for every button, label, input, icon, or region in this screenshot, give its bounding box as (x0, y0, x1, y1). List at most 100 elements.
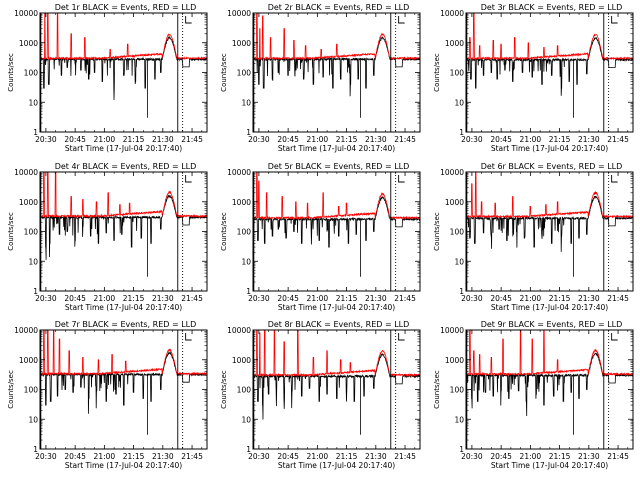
det-panel-1: 1 10 100 1000 10000 20:30 20:45 21:00 21:15 21:30… (7, 3, 208, 153)
x-tick-label: 21:45 (181, 135, 203, 144)
y-tick-label: 100 (24, 228, 39, 237)
y-tick-label: 10 (454, 98, 464, 107)
x-tick-label: 20:45 (277, 135, 299, 144)
y-tick-label: 10000 (14, 168, 38, 177)
det-panel-8: 1 10 100 1000 10000 20:30 20:45 21:00 21:15 21:30… (220, 320, 421, 470)
x-tick-label: 21:30 (152, 452, 174, 461)
y-tick-label: 100 (450, 228, 465, 237)
x-tick-label: 21:45 (181, 452, 203, 461)
y-axis-label: Counts/sec (220, 53, 228, 92)
det-panel-2: 1 10 100 1000 10000 20:30 20:45 21:00 21:15 21:30… (220, 3, 421, 153)
x-axis-label: Start Time (17-Jul-04 20:17:40) (491, 144, 608, 153)
plot-area (40, 330, 207, 449)
lld-line (466, 172, 633, 219)
x-tick-label: 21:00 (94, 294, 116, 303)
x-tick-label: 20:30 (248, 452, 270, 461)
y-tick-label: 10 (241, 415, 251, 424)
x-tick-label: 20:45 (490, 135, 512, 144)
lld-line (253, 330, 420, 378)
plot-frame (465, 329, 634, 450)
x-tick-label: 21:45 (394, 452, 416, 461)
x-tick-label: 20:45 (64, 135, 86, 144)
plot-area (253, 330, 420, 449)
lld-line (466, 330, 633, 377)
x-tick-label: 21:45 (394, 294, 416, 303)
lld-line (466, 13, 633, 61)
x-tick-label: 21:15 (549, 294, 571, 303)
y-axis-label: Counts/sec (433, 53, 441, 92)
x-axis-label: Start Time (17-Jul-04 20:17:40) (65, 144, 182, 153)
x-tick-label: 21:30 (152, 294, 174, 303)
x-tick-label: 21:45 (607, 135, 629, 144)
det-panel-7: 1 10 100 1000 10000 20:30 20:45 21:00 21:15 21:30… (7, 320, 208, 470)
y-tick-label: 10 (28, 257, 38, 266)
x-tick-label: 21:30 (365, 135, 387, 144)
x-tick-label: 20:45 (64, 294, 86, 303)
y-tick-label: 10 (28, 98, 38, 107)
x-tick-label: 21:45 (394, 135, 416, 144)
lld-line (40, 172, 207, 219)
y-tick-label: 1 (246, 287, 251, 296)
panel-title: Det 8r BLACK = Events, RED = LLD (268, 320, 410, 329)
det-panel-6: 1 10 100 1000 10000 20:30 20:45 21:00 21:15 21:30… (433, 162, 634, 312)
events-line (466, 195, 633, 252)
events-line (253, 196, 420, 248)
panel-title: Det 1r BLACK = Events, RED = LLD (55, 3, 197, 12)
plot-area (253, 172, 420, 291)
y-tick-label: 100 (450, 386, 465, 395)
y-tick-label: 10 (454, 415, 464, 424)
y-tick-label: 1 (459, 445, 464, 454)
plot-area (253, 13, 420, 132)
y-tick-label: 100 (237, 228, 252, 237)
events-line (253, 352, 420, 420)
plot-area (40, 172, 207, 291)
y-axis-label: Counts/sec (220, 370, 228, 409)
x-axis-label: Start Time (17-Jul-04 20:17:40) (278, 144, 395, 153)
lld-line (253, 172, 420, 221)
x-tick-label: 21:30 (365, 452, 387, 461)
plot-area (466, 330, 633, 449)
x-tick-label: 20:30 (35, 452, 57, 461)
panel-title: Det 6r BLACK = Events, RED = LLD (481, 162, 623, 171)
y-axis-label: Counts/sec (433, 212, 441, 251)
y-axis-label: Counts/sec (7, 370, 15, 409)
y-tick-label: 1 (246, 445, 251, 454)
det-panel-4: 1 10 100 1000 10000 20:30 20:45 21:00 21:15 21:30… (7, 162, 208, 312)
x-tick-label: 21:30 (578, 135, 600, 144)
y-tick-label: 100 (237, 386, 252, 395)
x-tick-label: 21:45 (181, 294, 203, 303)
y-tick-label: 10000 (227, 168, 251, 177)
lld-line (40, 330, 207, 376)
y-tick-label: 1 (246, 128, 251, 137)
x-tick-label: 20:30 (248, 294, 270, 303)
x-tick-label: 21:45 (607, 294, 629, 303)
panel-title: Det 4r BLACK = Events, RED = LLD (55, 162, 197, 171)
y-tick-label: 10000 (227, 326, 251, 335)
y-tick-label: 1000 (19, 356, 38, 365)
x-tick-label: 21:15 (336, 452, 358, 461)
label-marker (185, 16, 192, 24)
label-marker (611, 333, 618, 341)
events-line (40, 35, 207, 101)
lld-line (40, 13, 207, 61)
y-tick-label: 10 (454, 257, 464, 266)
x-tick-label: 20:45 (277, 452, 299, 461)
y-tick-label: 10000 (440, 9, 464, 18)
y-tick-label: 10 (241, 257, 251, 266)
y-tick-label: 100 (237, 69, 252, 78)
y-axis-label: Counts/sec (220, 212, 228, 251)
x-axis-label: Start Time (17-Jul-04 20:17:40) (65, 303, 182, 312)
y-axis-label: Counts/sec (7, 53, 15, 92)
x-tick-label: 21:00 (520, 452, 542, 461)
events-line (40, 350, 207, 414)
y-tick-label: 10 (241, 98, 251, 107)
label-marker (185, 175, 192, 183)
plot-area (466, 172, 633, 291)
y-tick-label: 10000 (14, 9, 38, 18)
lld-line (253, 13, 420, 61)
x-tick-label: 20:30 (461, 294, 483, 303)
x-tick-label: 21:30 (578, 452, 600, 461)
y-tick-label: 1 (33, 287, 38, 296)
y-tick-label: 10000 (440, 326, 464, 335)
